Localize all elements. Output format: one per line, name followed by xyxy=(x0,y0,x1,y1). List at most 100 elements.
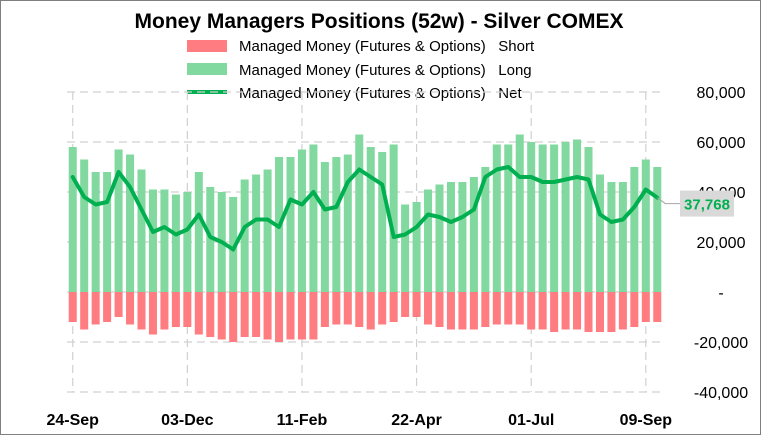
short-bar xyxy=(148,292,157,335)
long-bar xyxy=(618,182,627,292)
short-bar xyxy=(584,292,593,332)
short-bar xyxy=(366,292,375,330)
long-bar xyxy=(194,172,203,292)
long-bar xyxy=(297,149,306,292)
long-bar xyxy=(126,154,135,292)
short-bar xyxy=(424,292,433,325)
long-bar xyxy=(103,172,112,292)
long-bar xyxy=(595,174,604,292)
last-value-label: 37,768 xyxy=(684,197,730,214)
y-tick-label: -20,000 xyxy=(694,335,748,352)
short-bar xyxy=(481,292,490,327)
short-bar xyxy=(206,292,215,337)
long-bar xyxy=(561,142,570,292)
short-bar xyxy=(263,292,272,340)
x-tick-label: 03-Dec xyxy=(161,412,214,429)
short-bar xyxy=(378,292,387,325)
short-bar xyxy=(538,292,547,330)
long-bar xyxy=(607,182,616,292)
short-bar xyxy=(607,292,616,332)
long-bar xyxy=(148,189,157,292)
long-bar xyxy=(573,139,582,292)
y-tick-label: 60,000 xyxy=(697,135,746,152)
short-bar xyxy=(435,292,444,327)
legend: Managed Money (Futures & Options) Short … xyxy=(187,38,535,102)
long-bar xyxy=(80,159,89,292)
y-tick-label: 20,000 xyxy=(697,235,746,252)
long-bar xyxy=(91,172,100,292)
short-bar xyxy=(389,292,398,322)
short-bar xyxy=(595,292,604,332)
long-bar xyxy=(550,144,559,292)
legend-swatch-short xyxy=(187,40,227,52)
legend-label-short: Managed Money (Futures & Options) Short xyxy=(239,38,535,55)
short-bar xyxy=(527,292,536,330)
long-bar xyxy=(171,194,180,292)
long-bar xyxy=(137,169,146,292)
short-bar xyxy=(194,292,203,335)
short-bar xyxy=(183,292,192,327)
long-bar xyxy=(355,134,364,292)
short-bar xyxy=(401,292,410,317)
short-bar xyxy=(126,292,135,325)
short-bar xyxy=(355,292,364,327)
net-series-line-group xyxy=(70,165,660,252)
long-bar xyxy=(68,147,77,292)
short-bar xyxy=(343,292,352,325)
short-bar xyxy=(114,292,123,317)
y-tick-label: 80,000 xyxy=(697,85,746,102)
short-bar xyxy=(446,292,455,330)
short-bar xyxy=(252,292,261,337)
long-bar xyxy=(229,197,238,292)
long-bar xyxy=(389,144,398,292)
short-bar xyxy=(286,292,295,340)
chart-title: Money Managers Positions (52w) - Silver … xyxy=(135,10,624,33)
long-bar xyxy=(320,162,329,292)
short-bar xyxy=(458,292,467,330)
x-axis-ticks: 24-Sep 03-Dec 11-Feb 22-Apr 01-Jul 09-Sep xyxy=(46,412,672,429)
short-bar xyxy=(332,292,341,325)
long-bar xyxy=(263,169,272,292)
short-bar xyxy=(653,292,662,322)
long-bar xyxy=(492,144,501,292)
short-bar xyxy=(80,292,89,330)
short-bar xyxy=(573,292,582,330)
long-bar xyxy=(240,179,249,292)
y-tick-label: - xyxy=(718,285,723,302)
short-bar xyxy=(561,292,570,330)
long-bar xyxy=(286,157,295,292)
last-value-callout: 37,768 xyxy=(656,190,734,217)
y-tick-label: -40,000 xyxy=(694,385,748,402)
short-bar xyxy=(217,292,226,340)
long-bar xyxy=(653,167,662,292)
x-tick-label: 11-Feb xyxy=(277,412,328,429)
long-series-bars xyxy=(68,134,662,292)
short-bar xyxy=(297,292,306,340)
short-bar xyxy=(492,292,501,325)
short-bar xyxy=(68,292,77,322)
x-tick-label: 01-Jul xyxy=(508,412,554,429)
long-bar xyxy=(458,182,467,292)
long-bar xyxy=(424,189,433,292)
long-bar xyxy=(469,177,478,292)
short-bar xyxy=(641,292,650,322)
long-bar xyxy=(527,142,536,292)
short-bar xyxy=(630,292,639,327)
long-bar xyxy=(252,174,261,292)
long-bar xyxy=(630,167,639,292)
long-bar xyxy=(366,147,375,292)
x-tick-label: 24-Sep xyxy=(46,412,99,429)
short-bar xyxy=(137,292,146,330)
short-bar xyxy=(240,292,249,337)
net-line xyxy=(70,165,660,252)
short-bar xyxy=(618,292,627,330)
short-bar xyxy=(275,292,284,342)
long-bar xyxy=(401,204,410,292)
short-bar xyxy=(550,292,559,332)
short-bar xyxy=(160,292,169,330)
short-bar xyxy=(469,292,478,330)
long-bar xyxy=(538,144,547,292)
